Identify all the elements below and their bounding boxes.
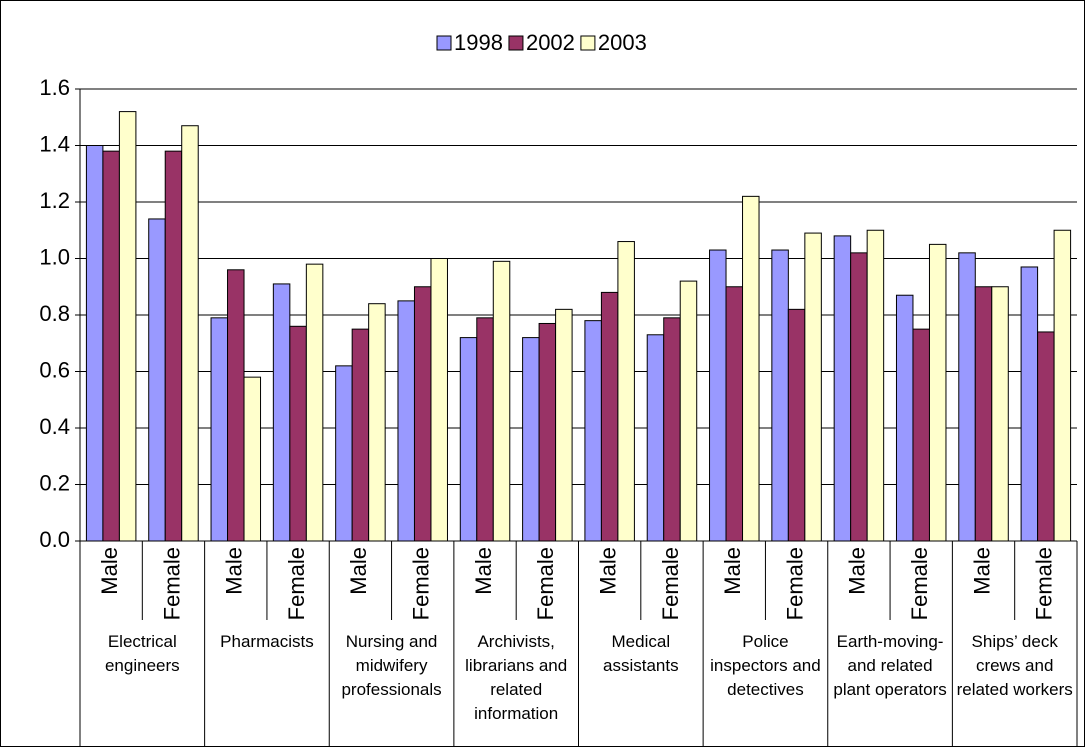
bar bbox=[679, 280, 698, 542]
bar bbox=[787, 308, 806, 542]
bar bbox=[148, 218, 166, 542]
bar bbox=[974, 286, 993, 542]
x-tick-label: Female bbox=[284, 547, 309, 620]
y-tick-label: 0.4 bbox=[39, 414, 70, 439]
bar bbox=[617, 241, 635, 542]
y-tick-label: 1.4 bbox=[39, 131, 70, 156]
bar bbox=[991, 286, 1009, 542]
group-label: Archivists, librarians and related infor… bbox=[465, 632, 568, 723]
bar bbox=[850, 252, 868, 542]
x-tick-label: Male bbox=[595, 547, 620, 595]
bar bbox=[895, 294, 914, 542]
x-tick-label: Male bbox=[845, 547, 870, 595]
bar bbox=[243, 376, 262, 542]
y-tick-label: 1.0 bbox=[39, 244, 70, 269]
bar bbox=[102, 150, 120, 542]
x-tick-label: Female bbox=[159, 547, 184, 620]
bar bbox=[928, 243, 947, 542]
bar bbox=[430, 258, 448, 542]
x-tick-label: Female bbox=[658, 547, 683, 620]
y-tick-label: 1.6 bbox=[39, 75, 70, 100]
bar bbox=[368, 303, 386, 542]
bar bbox=[413, 286, 432, 542]
x-tick-label: Female bbox=[1032, 547, 1057, 620]
bar bbox=[1053, 229, 1072, 542]
group-label: Nursing and midwifery professionals bbox=[341, 632, 442, 699]
bar bbox=[476, 317, 494, 542]
x-tick-label: Female bbox=[533, 547, 558, 620]
bar bbox=[210, 317, 229, 542]
group-label: Electrical engineers bbox=[104, 632, 180, 675]
x-tick-label: Female bbox=[907, 547, 932, 620]
legend-swatch bbox=[580, 35, 596, 51]
bar bbox=[912, 328, 930, 542]
bar bbox=[85, 145, 104, 542]
x-tick-label: Male bbox=[222, 547, 247, 595]
y-tick-label: 1.2 bbox=[39, 188, 70, 213]
bar bbox=[1020, 266, 1039, 542]
bar bbox=[1037, 331, 1055, 542]
bar bbox=[397, 300, 415, 542]
bar bbox=[335, 365, 353, 542]
x-tick-label: Male bbox=[969, 547, 994, 595]
group-label: Medical assistants bbox=[603, 632, 679, 675]
legend-swatch bbox=[508, 35, 524, 51]
bar bbox=[459, 337, 478, 542]
bar bbox=[600, 291, 619, 542]
bar bbox=[804, 232, 822, 542]
bar bbox=[305, 263, 324, 542]
y-tick-label: 0.2 bbox=[39, 470, 70, 495]
bar bbox=[742, 195, 760, 542]
bar bbox=[646, 334, 665, 542]
x-tick-label: Male bbox=[720, 547, 745, 595]
bar bbox=[538, 322, 557, 542]
y-tick-label: 0.6 bbox=[39, 357, 70, 382]
group-label: Earth-moving- and related plant operator… bbox=[833, 632, 947, 699]
group-label: Ships’ deck crews and related workers bbox=[956, 632, 1073, 699]
bar bbox=[866, 229, 885, 542]
legend-label: 2002 bbox=[526, 30, 575, 55]
group-label: Police inspectors and detectives bbox=[710, 632, 821, 699]
x-tick-label: Male bbox=[97, 547, 122, 595]
bar bbox=[555, 308, 573, 542]
bar bbox=[227, 269, 245, 542]
bar bbox=[663, 317, 681, 542]
legend-label: 2003 bbox=[598, 30, 647, 55]
y-tick-label: 0.0 bbox=[39, 527, 70, 552]
x-tick-label: Female bbox=[782, 547, 807, 620]
bar bbox=[725, 286, 744, 542]
bar bbox=[289, 325, 307, 542]
bar bbox=[522, 337, 540, 542]
bar bbox=[181, 125, 199, 542]
x-tick-label: Male bbox=[471, 547, 496, 595]
bar bbox=[709, 249, 727, 542]
bar bbox=[958, 252, 976, 542]
bar bbox=[118, 111, 137, 542]
x-tick-label: Male bbox=[346, 547, 371, 595]
bar bbox=[771, 249, 789, 542]
legend-swatch bbox=[436, 35, 452, 51]
bar bbox=[833, 235, 852, 542]
bar bbox=[492, 260, 511, 542]
x-tick-label: Female bbox=[409, 547, 434, 620]
legend-label: 1998 bbox=[454, 30, 503, 55]
bar bbox=[351, 328, 370, 542]
bar bbox=[164, 150, 183, 542]
bar bbox=[584, 320, 602, 542]
y-tick-label: 0.8 bbox=[39, 301, 70, 326]
group-label: Pharmacists bbox=[220, 632, 314, 651]
bar bbox=[272, 283, 291, 542]
